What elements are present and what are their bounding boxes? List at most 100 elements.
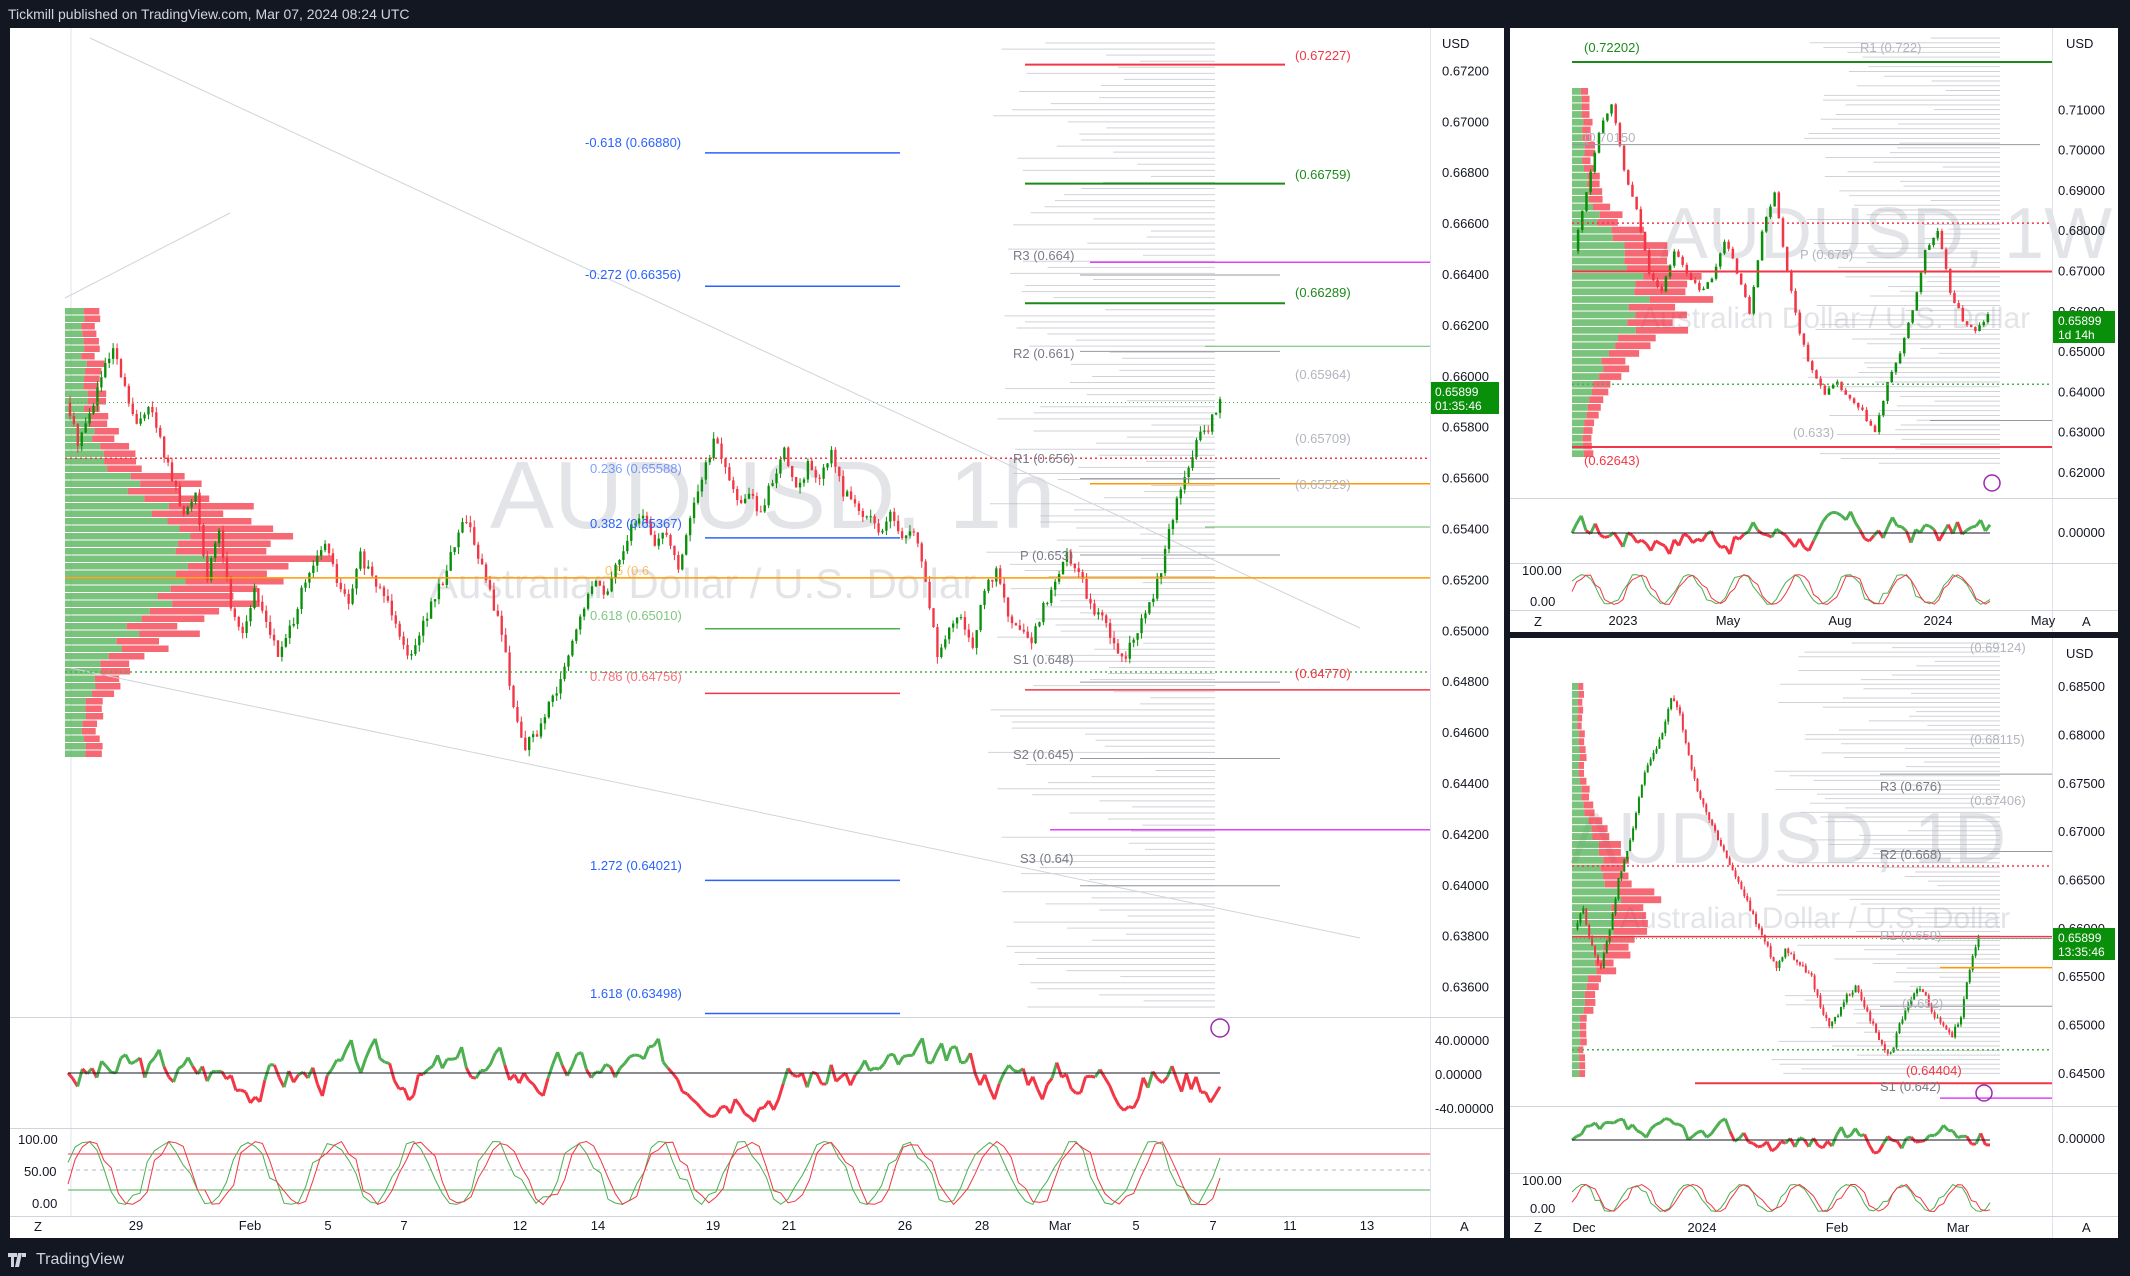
candle-body — [151, 407, 154, 413]
profile-bar-sell — [81, 353, 95, 360]
candle-body — [1685, 264, 1689, 274]
candle-body — [233, 608, 236, 617]
candle-body — [1664, 276, 1668, 292]
candle-body — [692, 502, 696, 519]
oscillator-segment — [1915, 1139, 1921, 1144]
profile-bar-buy — [65, 390, 88, 397]
profile-bar-sell — [1583, 1006, 1594, 1014]
candle-body — [1085, 578, 1088, 599]
candle-body — [1942, 1022, 1945, 1026]
profile-bar-buy — [1572, 203, 1593, 211]
daily-chart-panel[interactable]: AUDUSD, 1D Australian Dollar / U.S. Doll… — [1510, 638, 2118, 1238]
osc-tick: 0.00000 — [2058, 525, 2105, 540]
profile-bar-buy — [65, 495, 145, 502]
price-axis[interactable]: 0.685000.680000.675000.670000.665000.660… — [2058, 679, 2105, 1081]
price-axis[interactable]: 0.710000.700000.690000.680000.670000.660… — [2058, 102, 2105, 480]
profile-bar-buy — [65, 638, 117, 645]
oscillator-segment — [1710, 1126, 1718, 1135]
time-axis[interactable]: 29 Feb 5 7 12 14 19 21 26 28 Mar 5 7 11 13 — [129, 1218, 1374, 1233]
price-tick: 0.63600 — [1442, 980, 1489, 995]
zoom-reset-button[interactable]: Z — [1534, 1220, 1542, 1235]
weekly-label: (0.633) — [1793, 425, 1834, 440]
candle-body — [202, 524, 205, 556]
candle-body — [955, 617, 959, 624]
candle-body — [732, 480, 735, 490]
candle-body — [779, 459, 782, 474]
rsi-pane[interactable] — [66, 1037, 1222, 1123]
price-tick: 0.66600 — [1442, 216, 1489, 231]
profile-bar-sell — [81, 323, 95, 330]
candle-body — [1907, 1004, 1910, 1011]
candle-body — [1620, 871, 1623, 879]
candle-body — [1132, 639, 1135, 643]
tradingview-logo[interactable]: TradingView — [8, 1244, 124, 1276]
candle-body — [1940, 230, 1944, 250]
profile-bar-sell — [1584, 991, 1596, 998]
rsi-pane[interactable] — [1571, 1117, 1991, 1213]
profile-bar-buy — [65, 623, 127, 630]
time-tick: 29 — [129, 1218, 143, 1233]
candle-body — [1195, 440, 1198, 458]
candle-body — [1593, 152, 1597, 172]
candle-body — [1775, 961, 1778, 968]
candle-body — [300, 587, 303, 610]
levels — [1572, 60, 2052, 492]
daily-label: R3 (0.676) — [1880, 779, 1941, 794]
candle-body — [535, 734, 539, 737]
auto-scale-button[interactable]: A — [1460, 1219, 1469, 1234]
rsi-pane[interactable] — [1570, 510, 1992, 605]
candle-body — [995, 568, 998, 582]
zoom-reset-button[interactable]: Z — [1534, 614, 1542, 629]
auto-scale-button[interactable]: A — [2082, 614, 2091, 629]
main-chart-svg[interactable]: AUDUSD, 1h Australian Dollar / U.S. Doll… — [10, 28, 1504, 1238]
oscillator-segment — [1942, 1124, 1950, 1132]
candle-body — [1714, 266, 1718, 279]
auto-scale-button[interactable]: A — [2082, 1220, 2091, 1235]
zoom-reset-button[interactable]: Z — [34, 1219, 42, 1234]
candle-body — [1702, 288, 1705, 291]
candle-body — [1608, 929, 1611, 942]
profile-bar-buy — [65, 728, 82, 735]
stochastic-pane[interactable] — [67, 1140, 1430, 1206]
oscillator-segment — [1826, 511, 1833, 517]
profile-bar-sell — [104, 458, 137, 465]
candle-body — [88, 413, 91, 424]
weekly-chart-svg[interactable]: AUDUSD, 1W Australian Dollar / U.S. Doll… — [1510, 28, 2118, 632]
oscillator-segment — [776, 1083, 785, 1100]
oscillator-segment — [1103, 1076, 1111, 1087]
candle-body — [653, 534, 656, 546]
oscillator-segment — [1714, 1120, 1722, 1129]
time-axis[interactable]: Dec 2024 Feb Mar — [1572, 1220, 1969, 1235]
main-chart-panel[interactable]: AUDUSD, 1h Australian Dollar / U.S. Doll… — [10, 28, 1504, 1238]
oscillator-segment — [728, 1098, 737, 1114]
profile-bar-sell — [126, 623, 178, 630]
oscillator-segment — [1604, 534, 1610, 539]
price-axis[interactable]: 0.67200 0.67000 0.66800 0.66600 0.66400 0.662… — [1442, 63, 1489, 994]
candle-body — [967, 629, 971, 638]
weekly-chart-panel[interactable]: AUDUSD, 1W Australian Dollar / U.S. Doll… — [1510, 28, 2118, 632]
daily-label: R1 (0.659) — [1880, 928, 1941, 943]
candle-body — [688, 518, 692, 536]
levels — [1572, 773, 2052, 1102]
candle-body — [1167, 529, 1171, 549]
rsi-tick: 0.00000 — [1435, 1067, 1482, 1082]
currency-label: USD — [2066, 36, 2093, 51]
candle-body — [1769, 946, 1772, 958]
candle-body — [630, 524, 633, 541]
candle-body — [1974, 327, 1977, 332]
candle-body — [1806, 344, 1810, 362]
daily-chart-svg[interactable]: AUDUSD, 1D Australian Dollar / U.S. Doll… — [1510, 638, 2118, 1238]
time-axis[interactable]: 2023 May Aug 2024 May — [1609, 613, 2056, 628]
profile-bar-sell — [85, 368, 102, 375]
candle-body — [1748, 296, 1751, 314]
candle-body — [1576, 923, 1579, 929]
candle-body — [579, 616, 582, 630]
candle-body — [323, 543, 327, 551]
oscillator-segment — [1957, 1134, 1963, 1140]
profile-bar-sell — [1584, 141, 1595, 149]
candle-body — [1766, 941, 1769, 947]
candle-body — [1834, 1016, 1837, 1022]
candle-body — [873, 516, 876, 524]
candle-body — [1677, 251, 1680, 257]
candle-body — [1101, 612, 1104, 616]
